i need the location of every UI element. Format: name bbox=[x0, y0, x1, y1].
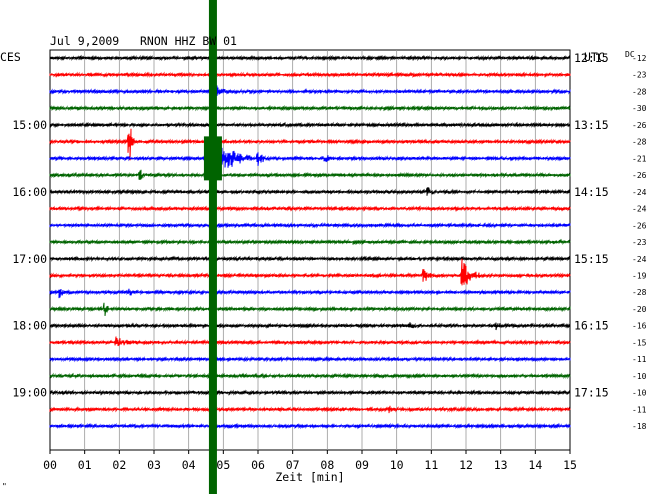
x-tick-label: 14 bbox=[528, 458, 542, 472]
right-hour-label: 17:15 bbox=[574, 386, 609, 400]
trace-row bbox=[49, 139, 571, 168]
x-axis-label: Zeit [min] bbox=[275, 470, 344, 484]
dc-offset-value: -30 bbox=[632, 104, 647, 113]
trace-row bbox=[49, 71, 571, 79]
chart-labels: Jul 9,2009 RNON HHZ BW 01 CES UTC DC Zei… bbox=[0, 34, 635, 491]
right-hour-label: 12:15 bbox=[574, 51, 609, 65]
trace-row bbox=[49, 288, 571, 299]
x-tick-label: 02 bbox=[112, 458, 126, 472]
plot-frame bbox=[49, 49, 571, 451]
trace-row bbox=[49, 336, 571, 347]
trace-row bbox=[49, 238, 571, 246]
trace-row bbox=[49, 422, 571, 430]
hour-labels: 15:00 16:00 17:00 18:00 19:00 12:15 13:15 14:15… bbox=[12, 51, 608, 400]
left-hour-label: 19:00 bbox=[12, 386, 47, 400]
dc-offset-value: -10 bbox=[632, 372, 647, 381]
dc-offset-value: -20 bbox=[632, 305, 647, 314]
dc-offset-value: -11 bbox=[632, 405, 647, 414]
left-hour-label: 15:00 bbox=[12, 118, 47, 132]
dc-offset-value: -10 bbox=[632, 389, 647, 398]
dc-offset-value: -24 bbox=[632, 205, 647, 214]
trace-row bbox=[49, 104, 571, 112]
trace-row bbox=[49, 258, 571, 286]
dc-offset-value: -15 bbox=[632, 338, 647, 347]
right-hour-label: 14:15 bbox=[574, 185, 609, 199]
trace-row bbox=[49, 54, 571, 62]
trace-row bbox=[49, 302, 571, 316]
trace-row bbox=[49, 322, 571, 331]
dc-header-label: DC bbox=[625, 50, 635, 59]
dc-offset-value: -26 bbox=[632, 121, 647, 130]
left-hour-label: 17:00 bbox=[12, 252, 47, 266]
x-tick-label: 06 bbox=[251, 458, 265, 472]
x-tick-label: 15 bbox=[563, 458, 577, 472]
dc-offset-value: -21 bbox=[632, 154, 647, 163]
x-tick-label: 05 bbox=[216, 458, 230, 472]
x-tick-label: 11 bbox=[424, 458, 438, 472]
dc-offset-value: -19 bbox=[632, 271, 647, 280]
grid-lines bbox=[49, 49, 571, 454]
dc-offset-value: -26 bbox=[632, 171, 647, 180]
x-tick-label: 01 bbox=[78, 458, 92, 472]
trace-row bbox=[49, 205, 571, 212]
trace-row bbox=[49, 372, 571, 380]
trace-row bbox=[49, 221, 571, 229]
right-hour-label: 13:15 bbox=[574, 118, 609, 132]
right-hour-label: 15:15 bbox=[574, 252, 609, 266]
right-timezone-label: UTC bbox=[584, 50, 605, 64]
trace-row bbox=[49, 405, 571, 414]
chart-title: Jul 9,2009 RNON HHZ BW 01 bbox=[50, 34, 237, 48]
trace-row bbox=[49, 389, 571, 396]
dc-offset-value: -23 bbox=[632, 238, 647, 247]
x-tick-label: 13 bbox=[494, 458, 508, 472]
right-hour-label: 16:15 bbox=[574, 319, 609, 333]
left-timezone-label: CES bbox=[0, 50, 21, 64]
dc-offset-value: -11 bbox=[632, 355, 647, 364]
dc-offset-value: -28 bbox=[632, 87, 647, 96]
x-tick-labels: 00 01 02 03 04 05 06 07 08 09 10 11 12 13 14 15 bbox=[43, 458, 577, 472]
left-hour-label: 16:00 bbox=[12, 185, 47, 199]
trace-row bbox=[49, 169, 571, 181]
dc-offset-value: -18 bbox=[632, 422, 647, 431]
x-tick-label: 08 bbox=[320, 458, 334, 472]
dc-offset-value: -12 bbox=[632, 54, 647, 63]
dc-offset-value: -28 bbox=[632, 138, 647, 147]
x-tick-label: 09 bbox=[355, 458, 369, 472]
saturated-column bbox=[208, 0, 217, 494]
x-tick-label: 07 bbox=[286, 458, 300, 472]
dc-offset-value: -16 bbox=[632, 322, 647, 331]
x-tick-label: 10 bbox=[390, 458, 404, 472]
x-tick-label: 00 bbox=[43, 458, 57, 472]
corner-mark: " bbox=[2, 482, 7, 491]
dc-offset-value: -23 bbox=[632, 71, 647, 80]
trace-row bbox=[49, 255, 571, 263]
dc-offset-value: -28 bbox=[632, 288, 647, 297]
x-tick-label: 04 bbox=[182, 458, 196, 472]
trace-row bbox=[49, 187, 571, 196]
x-tick-label: 12 bbox=[459, 458, 473, 472]
dc-offset-value: -24 bbox=[632, 188, 647, 197]
seismic-traces bbox=[49, 54, 571, 430]
trace-row bbox=[49, 85, 571, 97]
left-hour-label: 18:00 bbox=[12, 319, 47, 333]
trace-row bbox=[49, 121, 571, 129]
trace-row bbox=[49, 355, 571, 363]
dc-offset-value: -26 bbox=[632, 221, 647, 230]
x-tick-label: 03 bbox=[147, 458, 161, 472]
trace-row bbox=[49, 128, 571, 161]
saturated-overlay bbox=[203, 0, 222, 494]
saturated-burst bbox=[203, 136, 222, 181]
dc-offset-value: -24 bbox=[632, 255, 647, 264]
dc-offset-labels: -12 -23 -28 -30 -26 -28 -21 -26 -24 -24 -26 -23 -24 -… bbox=[632, 54, 647, 431]
